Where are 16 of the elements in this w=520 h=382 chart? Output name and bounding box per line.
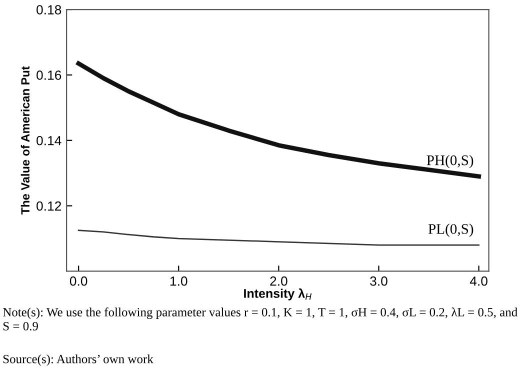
x-tick-label: 4.0 bbox=[470, 276, 488, 286]
x-axis-title: Intensity λ$_{H}$ bbox=[244, 288, 312, 300]
source-note: Source(s): Authors’ own work bbox=[3, 354, 154, 366]
x-tick-label: 2.0 bbox=[270, 276, 288, 286]
y-tick-label: 0.14 bbox=[36, 136, 62, 146]
y-tick-label: 0.16 bbox=[36, 70, 62, 80]
y-tick-label: 0.12 bbox=[36, 201, 62, 211]
x-tick-label: 3.0 bbox=[370, 276, 388, 286]
line-series bbox=[76, 61, 482, 179]
y-axis-title: The Value of American Put bbox=[20, 66, 30, 214]
series-label: PL(0,S) bbox=[428, 224, 474, 237]
x-tick-label: 1.0 bbox=[170, 276, 188, 286]
text: Note(s): We use the following parameter values r = 0.1, K = 1, T = 1, σH = 0.4, σL = 0.2, λL = 0.5, and S = 0.9 bbox=[2, 308, 518, 330]
series-label: PH(0,S) bbox=[426, 154, 474, 168]
x-tick-label: 0.0 bbox=[70, 276, 88, 286]
y-tick-label: 0.18 bbox=[36, 5, 62, 14]
